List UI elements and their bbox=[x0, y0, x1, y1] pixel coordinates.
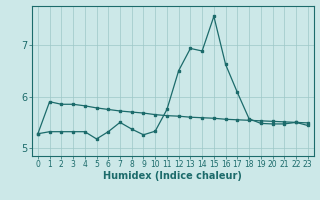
X-axis label: Humidex (Indice chaleur): Humidex (Indice chaleur) bbox=[103, 171, 242, 181]
